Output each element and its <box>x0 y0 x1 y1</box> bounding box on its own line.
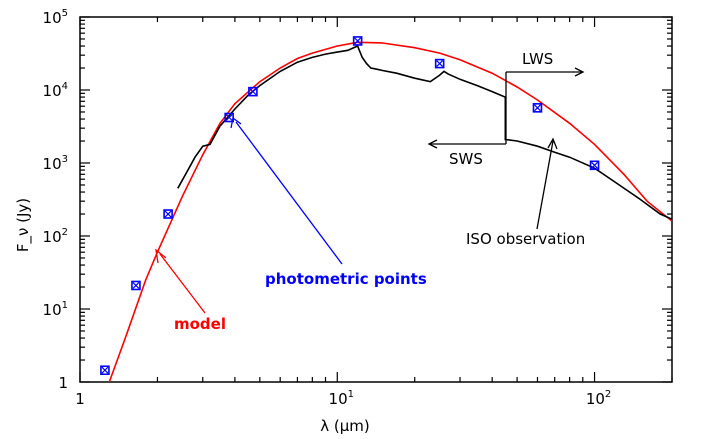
iso-observation-line <box>177 44 673 220</box>
photometric-pointer-arrowhead <box>230 116 242 129</box>
model-pointer-line <box>159 253 206 314</box>
y-tick-label: 103 <box>43 154 68 173</box>
y-tick-label: 101 <box>43 300 68 319</box>
model-pointer-arrowhead <box>155 248 167 264</box>
photometric-point <box>163 209 173 219</box>
y-tick-label: 105 <box>43 8 68 27</box>
axis-labels: λ (μm) F_ν (Jy) <box>14 198 370 435</box>
axes-box <box>79 16 673 383</box>
y-axis-label: F_ν (Jy) <box>14 198 33 252</box>
photometric-point <box>100 365 110 376</box>
sws-label: SWS <box>449 150 483 168</box>
x-axis-label: λ (μm) <box>320 417 370 435</box>
y-tick-label: 1 <box>58 374 68 392</box>
photometric-point <box>434 58 445 69</box>
photometric-point <box>131 280 141 291</box>
photometric-point <box>352 36 363 46</box>
x-tick-label: 102 <box>586 389 611 408</box>
iso-observation-label: ISO observation <box>466 230 585 248</box>
x-tick-label: 101 <box>329 389 354 408</box>
iso-pointer-line <box>536 140 554 230</box>
lws-arrowhead <box>574 67 585 77</box>
model-line <box>108 41 673 383</box>
series-layer <box>108 41 673 383</box>
y-tick-label: 104 <box>43 81 68 100</box>
annotations-layer: model photometric points ISO observation… <box>155 50 585 333</box>
photometric-point <box>589 160 600 171</box>
photometric-point <box>532 103 543 113</box>
model-label: model <box>174 315 226 333</box>
x-tick-label: 1 <box>75 390 85 408</box>
photometric-pointer-line <box>235 121 343 265</box>
lws-label: LWS <box>522 50 553 68</box>
sws-arrowhead <box>427 139 438 149</box>
photometric-points-label: photometric points <box>265 270 427 288</box>
axis-ticks <box>79 16 673 383</box>
tick-labels: 1 101 102 1 101 102 103 104 105 <box>43 8 612 408</box>
iso-pointer-arrowhead <box>547 137 558 150</box>
y-tick-label: 102 <box>43 227 68 246</box>
plot-frame <box>79 16 673 383</box>
photometric-point <box>248 86 258 97</box>
photometric-points-layer <box>100 36 600 376</box>
